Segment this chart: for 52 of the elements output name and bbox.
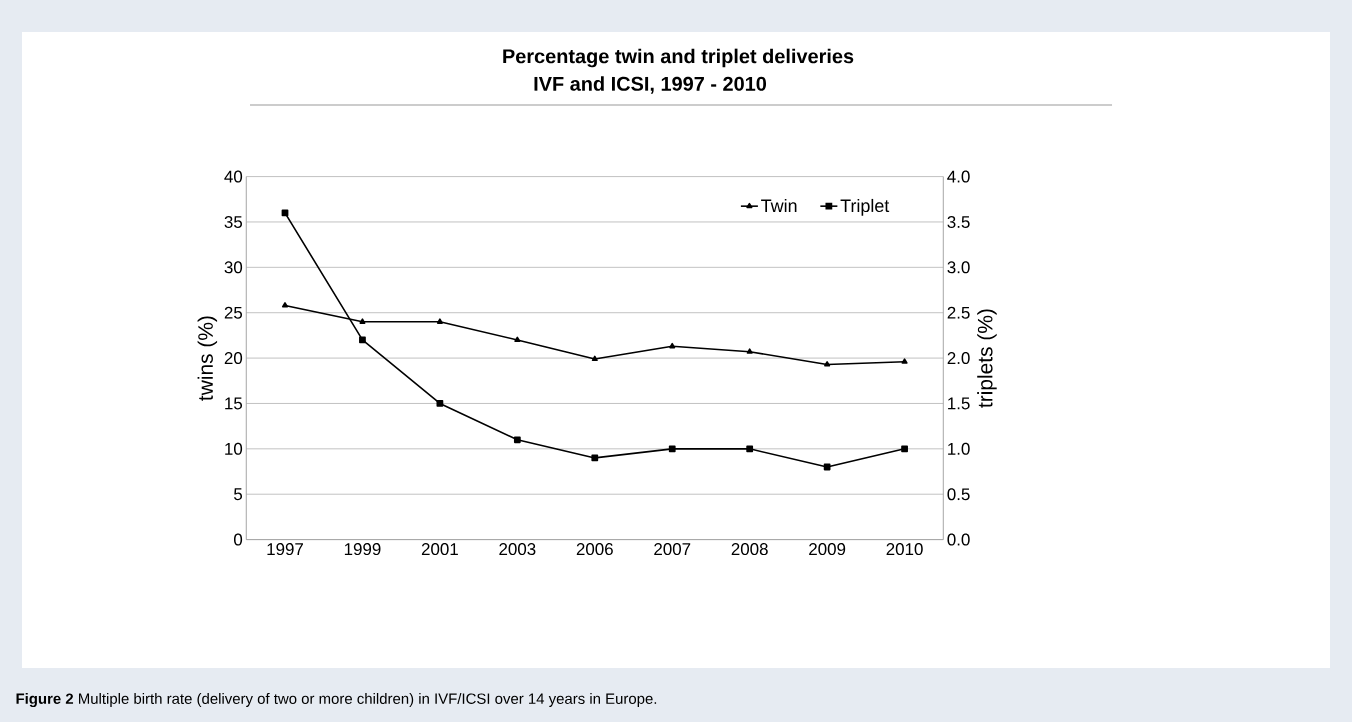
x-tick-label: 2007 <box>654 543 691 556</box>
y-tick-label: 40 <box>224 170 243 183</box>
point <box>824 361 831 367</box>
y-tick-label: 30 <box>224 261 243 274</box>
legend-label: Twin <box>761 198 797 212</box>
y2-tick-label: 3.0 <box>947 261 970 274</box>
y2-tick-label: 3.5 <box>947 215 970 228</box>
y2-tick-label: 0.5 <box>947 488 970 501</box>
x-tick-label: 2010 <box>886 543 923 556</box>
point <box>591 355 598 362</box>
y-tick-label: 15 <box>225 397 243 410</box>
point <box>591 454 599 462</box>
y2-tick-label: 1.0 <box>948 442 970 455</box>
y-tick-label: 5 <box>234 488 243 501</box>
y2-axis-title: triplets (%) <box>977 309 997 408</box>
chart-title: Percentage twin and triplet deliveries <box>503 48 854 68</box>
point <box>668 445 676 453</box>
x-tick-label: 2009 <box>809 543 846 556</box>
y2-tick-label: 0.0 <box>947 533 970 546</box>
point <box>746 348 753 354</box>
point <box>281 302 289 308</box>
y2-tick-label: 2.5 <box>947 306 970 319</box>
legend-label: Triplet <box>840 198 890 216</box>
x-tick-label: 2008 <box>731 543 768 556</box>
point <box>901 445 908 453</box>
point <box>823 463 831 471</box>
y-axis-title: twins (%) <box>197 316 218 401</box>
point <box>514 336 521 343</box>
y2-tick-label: 4.0 <box>947 170 970 183</box>
x-tick-label: 1999 <box>344 543 381 556</box>
y-tick-label: 25 <box>224 306 243 319</box>
y-tick-label: 10 <box>225 442 243 455</box>
point <box>281 209 289 217</box>
point <box>669 342 676 349</box>
chart-subtitle: IVF and ICSI, 1997 - 2010 <box>534 76 767 94</box>
x-tick-label: 2003 <box>499 543 536 556</box>
y-tick-label: 35 <box>224 215 243 228</box>
y2-tick-label: 1.5 <box>948 397 970 410</box>
point <box>359 336 366 344</box>
point <box>436 318 443 324</box>
x-tick-label: 2006 <box>576 543 613 556</box>
point <box>513 436 521 444</box>
point <box>436 400 444 407</box>
x-tick-label: 2001 <box>421 543 458 556</box>
point <box>901 358 908 364</box>
y-tick-label: 0 <box>234 533 243 546</box>
point <box>746 445 754 453</box>
x-tick-label: 1997 <box>267 543 303 556</box>
point <box>359 318 366 324</box>
text: Figure 2 Multiple birth rate (delivery of two or more children) in IVF/ICSI over 14 years in Europe. <box>16 693 657 707</box>
y2-tick-label: 2.0 <box>947 352 970 365</box>
y-tick-label: 20 <box>224 352 243 365</box>
